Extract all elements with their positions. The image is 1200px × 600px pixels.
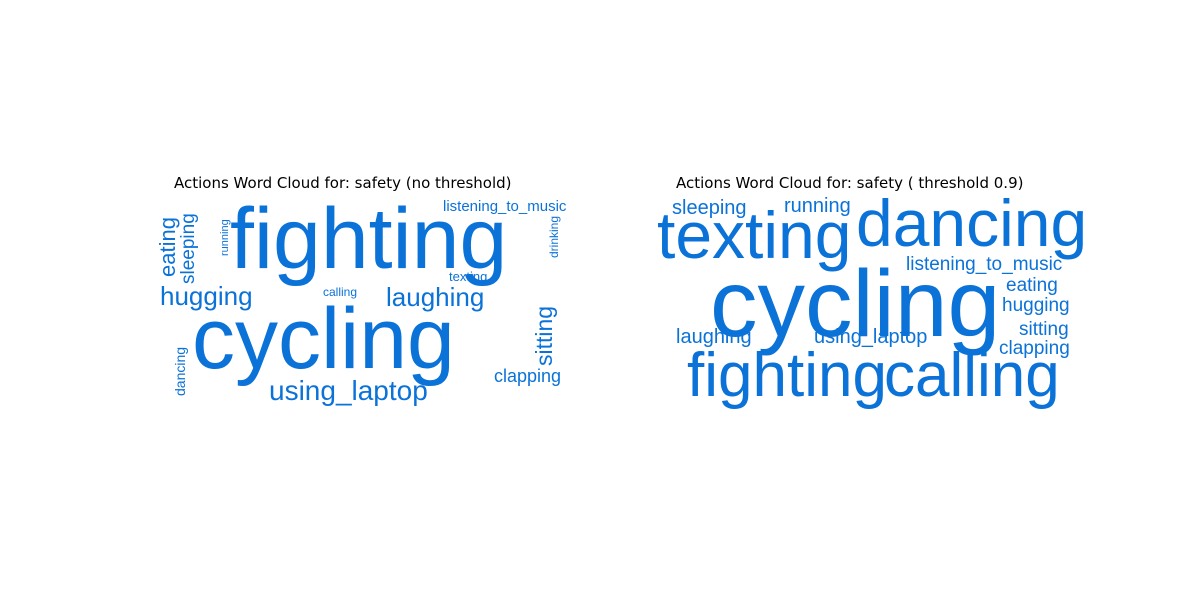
wordcloud-panel-no-threshold: Actions Word Cloud for: safety (no thres… [155, 174, 567, 406]
word-dancing: dancing [856, 186, 1087, 260]
word-using-laptop: using_laptop [269, 375, 428, 406]
word-clapping: clapping [999, 338, 1070, 359]
word-hugging: hugging [1002, 295, 1070, 316]
word-fighting: fighting [687, 341, 887, 410]
word-sleeping: sleeping [672, 197, 747, 219]
word-clapping: clapping [494, 366, 561, 386]
word-eating: eating [1006, 275, 1058, 296]
word-using-laptop: using_laptop [814, 326, 927, 348]
word-laughing: laughing [676, 326, 752, 348]
word-drinking: drinking [547, 216, 561, 258]
word-cycling: cycling [710, 251, 1000, 357]
word-cycling: cycling [192, 291, 455, 387]
word-calling: calling [323, 285, 357, 299]
word-dancing: dancing [172, 347, 188, 396]
word-sleeping: sleeping [178, 213, 199, 284]
word-texting: texting [449, 269, 487, 284]
word-running: running [784, 195, 851, 217]
chart-title: Actions Word Cloud for: safety ( thresho… [676, 174, 1024, 192]
word-calling: calling [884, 341, 1060, 410]
word-listening-to-music: listening_to_music [443, 198, 567, 215]
word-running: running [219, 219, 231, 256]
chart-title: Actions Word Cloud for: safety (no thres… [174, 174, 512, 192]
word-fighting: fighting [230, 191, 507, 287]
word-listening-to-music: listening_to_music [906, 254, 1062, 275]
word-hugging: hugging [160, 281, 253, 311]
word-eating: eating [155, 217, 180, 277]
word-texting: texting [657, 198, 851, 272]
word-sitting: sitting [1019, 319, 1069, 340]
word-laughing: laughing [386, 282, 484, 312]
word-sitting: sitting [531, 306, 557, 366]
